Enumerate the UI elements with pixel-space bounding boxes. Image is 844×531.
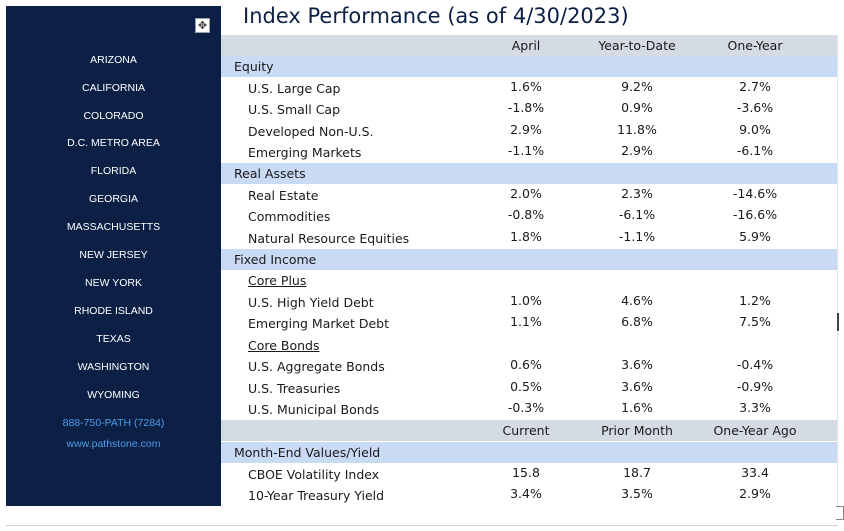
cell-value: -0.9% <box>736 379 774 394</box>
cell-value: -16.6% <box>732 207 778 222</box>
cell-value: 0.6% <box>510 357 542 372</box>
row-label: U.S. Municipal Bonds <box>248 402 380 417</box>
cell-value: 1.6% <box>510 79 542 94</box>
cell-value: 4.6% <box>621 293 653 308</box>
category-title: Equity <box>234 59 274 74</box>
cell-value: 2.3% <box>621 186 653 201</box>
row-label: Real Estate <box>248 188 319 203</box>
cell-value: -0.4% <box>736 357 774 372</box>
cell-value: -6.1% <box>618 207 656 222</box>
category-title: Real Assets <box>234 166 306 181</box>
cell-value: 0.5% <box>510 379 542 394</box>
cell-value: 1.6% <box>621 400 653 415</box>
row-label: Natural Resource Equities <box>248 231 410 246</box>
cell-value: 2.9% <box>621 143 653 158</box>
row-label: U.S. Aggregate Bonds <box>248 359 385 374</box>
cell-value: 3.3% <box>739 400 771 415</box>
cell-value: 3.6% <box>621 379 653 394</box>
category-title: Month-End Values/Yield <box>234 445 381 460</box>
category-band-month-end <box>221 442 837 463</box>
sidebar <box>6 6 221 506</box>
cell-value: 1.8% <box>510 229 542 244</box>
sidebar-location[interactable]: NEW YORK <box>85 277 142 289</box>
cell-value: 18.7 <box>623 465 651 480</box>
cell-value: 2.7% <box>739 79 771 94</box>
column-header-band <box>221 35 837 56</box>
sidebar-location[interactable]: CALIFORNIA <box>81 82 145 94</box>
category-title: Fixed Income <box>234 252 317 267</box>
cell-value: -0.8% <box>507 207 545 222</box>
cell-value: 3.4% <box>510 486 542 501</box>
cell-value: 2.9% <box>739 486 771 501</box>
cell-value: 9.0% <box>739 122 771 137</box>
cell-value: 1.2% <box>739 293 771 308</box>
sidebar-location[interactable]: ARIZONA <box>90 54 137 66</box>
column-header: April <box>511 38 541 53</box>
cell-value: -6.1% <box>736 143 774 158</box>
month-end-header-band <box>221 420 837 441</box>
column-header: Current <box>502 423 550 438</box>
website-link[interactable]: www.pathstone.com <box>66 438 161 450</box>
cell-value: -0.3% <box>507 400 545 415</box>
cell-value: 3.6% <box>621 357 653 372</box>
category-band-fixed-income <box>221 249 837 270</box>
sidebar-location[interactable]: D.C. METRO AREA <box>67 137 160 149</box>
resize-handle[interactable] <box>836 506 844 520</box>
cell-value: 2.0% <box>510 186 542 201</box>
sidebar-location[interactable]: WASHINGTON <box>77 361 150 373</box>
cell-value: 6.8% <box>621 314 653 329</box>
cell-value: 3.5% <box>621 486 653 501</box>
cell-value: 1.0% <box>510 293 542 308</box>
cell-value: 5.9% <box>739 229 771 244</box>
sidebar-location[interactable]: RHODE ISLAND <box>74 305 153 317</box>
cell-value: 9.2% <box>621 79 653 94</box>
column-header: Prior Month <box>601 423 673 438</box>
cell-value: -14.6% <box>732 186 778 201</box>
row-label: U.S. High Yield Debt <box>248 295 374 310</box>
cell-value: 2.9% <box>510 122 542 137</box>
text-cursor <box>837 313 839 331</box>
cell-value: -3.6% <box>736 100 774 115</box>
row-label: Emerging Market Debt <box>248 316 390 331</box>
cell-value: 11.8% <box>617 122 657 137</box>
right-border <box>837 35 838 510</box>
sidebar-location[interactable]: TEXAS <box>96 333 131 345</box>
sidebar-location[interactable]: MASSACHUSETTS <box>66 221 161 233</box>
phone-link[interactable]: 888-750-PATH (7284) <box>62 417 165 429</box>
cell-value: -1.8% <box>507 100 545 115</box>
sidebar-location[interactable]: FLORIDA <box>90 165 137 177</box>
subcategory-title: Core Bonds <box>248 338 320 353</box>
row-label: U.S. Large Cap <box>248 81 341 96</box>
sidebar-location[interactable]: COLORADO <box>83 110 144 122</box>
subcategory-title: Core Plus <box>248 273 307 288</box>
sidebar-location[interactable]: NEW JERSEY <box>79 249 148 261</box>
row-label: CBOE Volatility Index <box>248 467 380 482</box>
cell-value: 15.8 <box>512 465 540 480</box>
row-label: 10-Year Treasury Yield <box>248 488 385 503</box>
cell-value: 0.9% <box>621 100 653 115</box>
row-label: Commodities <box>248 209 331 224</box>
column-header: One-Year <box>727 38 783 53</box>
category-band-real-assets <box>221 163 837 184</box>
move-cross-icon[interactable]: ✥ <box>195 18 210 33</box>
column-header: Year-to-Date <box>598 38 676 53</box>
sidebar-location[interactable]: GEORGIA <box>88 193 138 205</box>
row-label: U.S. Small Cap <box>248 102 341 117</box>
column-header: One-Year Ago <box>713 423 797 438</box>
cell-value: -1.1% <box>507 143 545 158</box>
cell-value: 1.1% <box>510 314 542 329</box>
cell-value: -1.1% <box>618 229 656 244</box>
row-label: Emerging Markets <box>248 145 362 160</box>
category-band-equity <box>221 56 837 77</box>
row-label: U.S. Treasuries <box>248 381 341 396</box>
cell-value: 33.4 <box>741 465 769 480</box>
bottom-border <box>6 525 838 526</box>
cell-value: 7.5% <box>739 314 771 329</box>
sidebar-location[interactable]: WYOMING <box>87 389 140 401</box>
page-title: Index Performance (as of 4/30/2023) <box>243 4 629 28</box>
row-label: Developed Non-U.S. <box>248 124 374 139</box>
